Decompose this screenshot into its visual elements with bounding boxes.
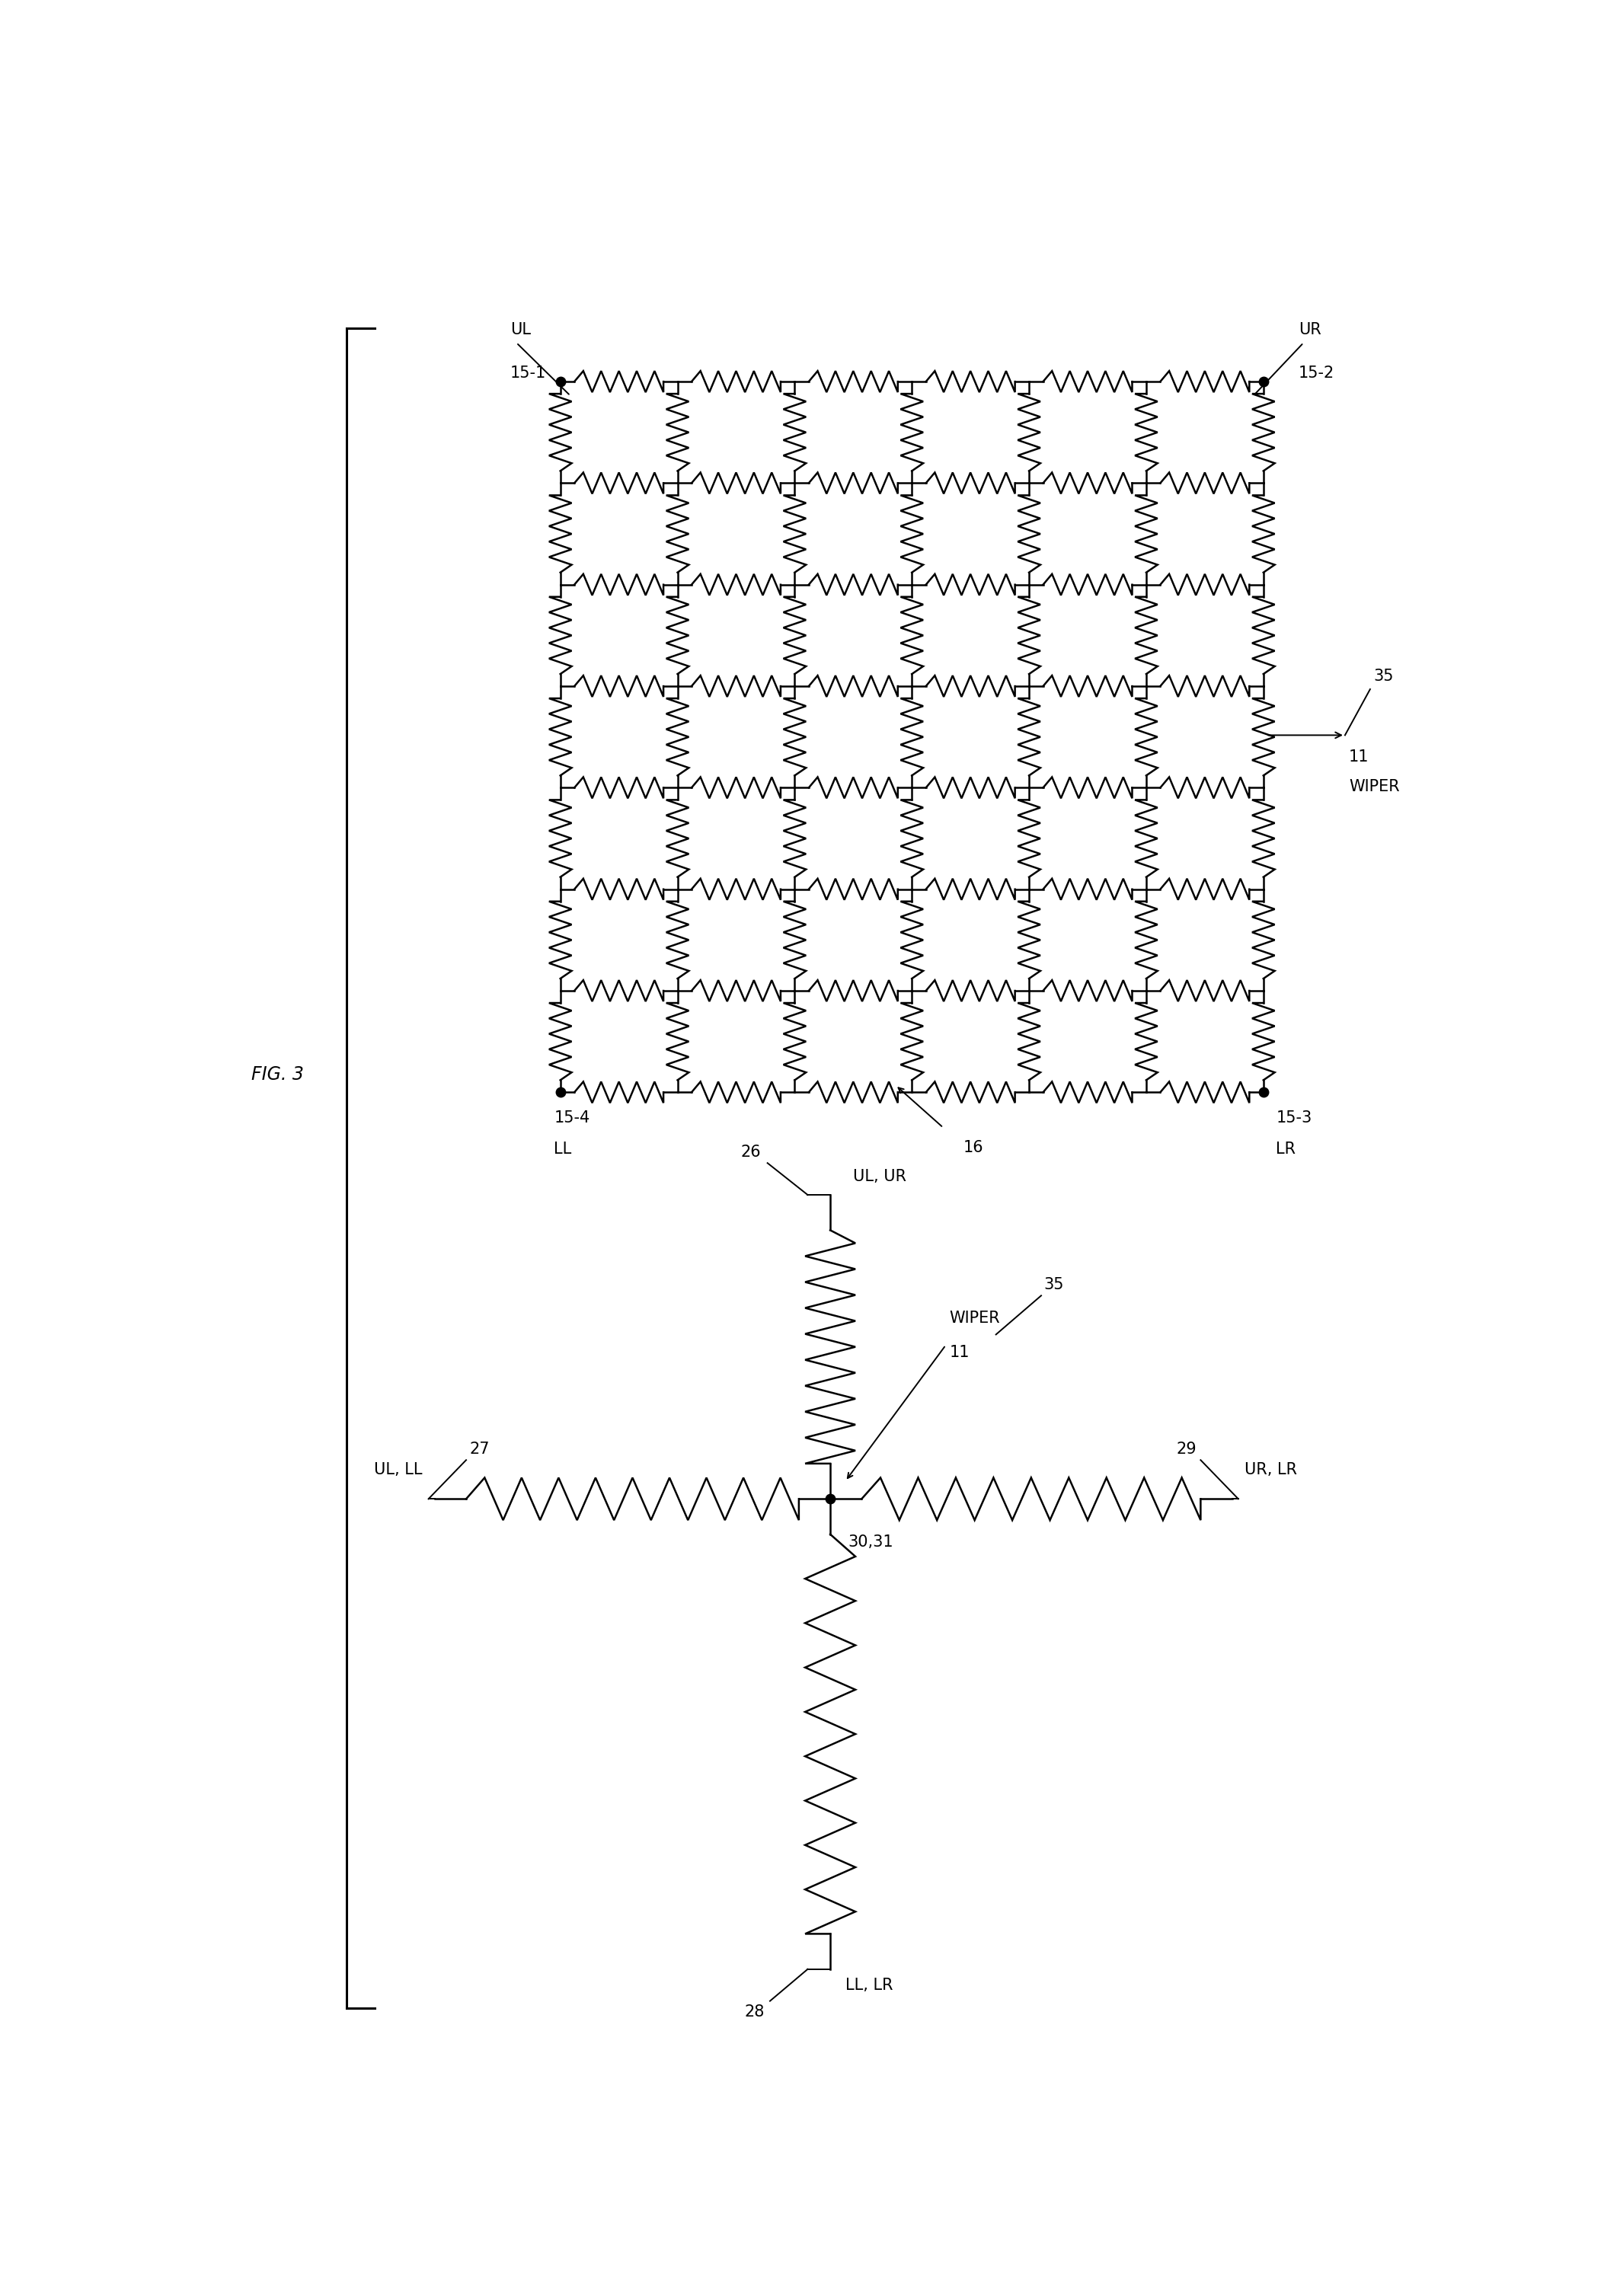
Text: 15-2: 15-2: [1299, 365, 1335, 381]
Text: 35: 35: [1374, 668, 1395, 684]
Text: 15-1: 15-1: [510, 365, 546, 381]
Text: WIPER: WIPER: [949, 1311, 1000, 1325]
Text: FIG. 3: FIG. 3: [251, 1065, 305, 1084]
Text: 28: 28: [745, 2004, 765, 2020]
Text: 29: 29: [1176, 1442, 1197, 1456]
Text: UR: UR: [1299, 321, 1322, 338]
Text: 11: 11: [949, 1345, 970, 1359]
Text: 11: 11: [1349, 748, 1369, 765]
Text: 30,31: 30,31: [847, 1534, 893, 1550]
Text: LR: LR: [1277, 1141, 1296, 1157]
Text: UR, LR: UR, LR: [1244, 1463, 1298, 1479]
Text: LL, LR: LL, LR: [846, 1979, 893, 1993]
Text: 35: 35: [1043, 1277, 1064, 1293]
Text: LL: LL: [554, 1141, 572, 1157]
Text: UL, LL: UL, LL: [374, 1463, 423, 1479]
Text: WIPER: WIPER: [1349, 778, 1400, 794]
Text: 26: 26: [740, 1143, 761, 1159]
Text: 16: 16: [964, 1141, 983, 1155]
Text: 15-4: 15-4: [554, 1109, 590, 1125]
Text: 15-3: 15-3: [1277, 1109, 1312, 1125]
Text: UL, UR: UL, UR: [852, 1169, 906, 1185]
Text: UL: UL: [510, 321, 531, 338]
Text: 27: 27: [470, 1442, 491, 1456]
